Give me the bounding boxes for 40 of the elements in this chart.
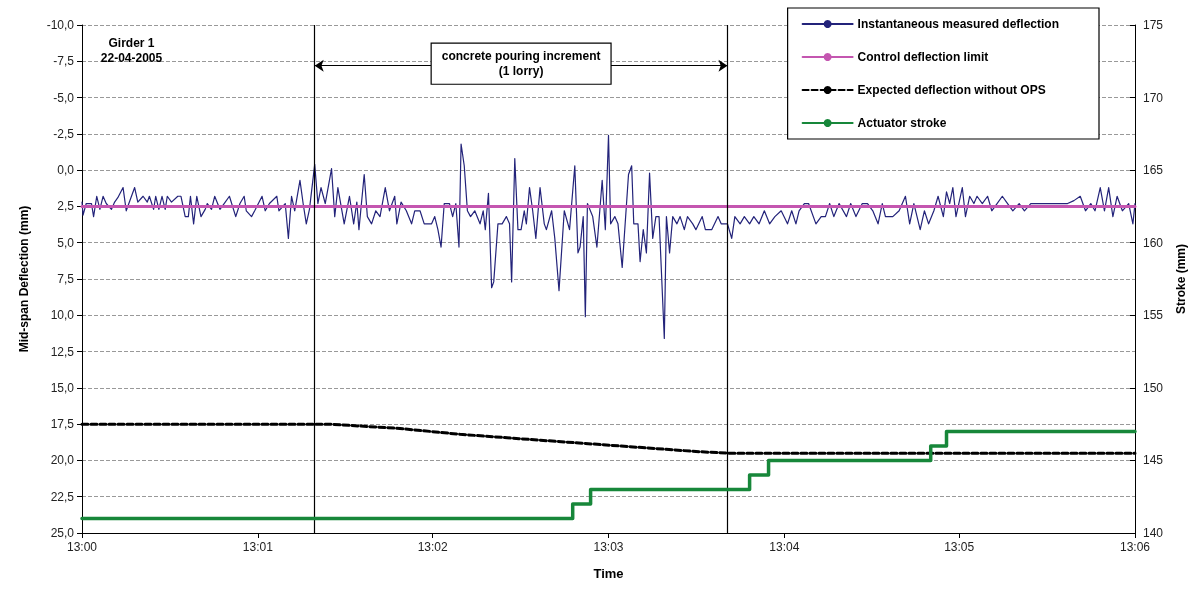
y-tick-label: 10,0 [50, 308, 75, 323]
y-tick-label: 12,5 [50, 344, 75, 359]
y-tick-label: 22,5 [50, 489, 75, 504]
y-tick-label: -7,5 [53, 54, 75, 69]
y-tick-label: 15,0 [50, 380, 75, 395]
y-tick-label: -5,0 [53, 90, 75, 105]
y2-axis-title: Stroke (mm) [1174, 243, 1188, 315]
x-tick-label: 13:01 [242, 540, 274, 554]
annotation: Girder 1 22-04-2005 [100, 35, 163, 65]
y2-tick-label: 165 [1143, 163, 1164, 178]
line-series [81, 134, 1136, 340]
legend-label: Instantaneous measured deflection [857, 17, 1060, 31]
y-tick-label: -10,0 [46, 18, 75, 32]
y-tick-label: 17,5 [50, 417, 75, 432]
legend-label: Control deflection limit [857, 50, 989, 64]
annotation: concrete pouring increment (1 lorry) [441, 49, 601, 79]
x-tick-label: 13:04 [769, 540, 800, 554]
y-tick-label: 20,0 [50, 453, 75, 468]
y-tick-label: 5,0 [57, 235, 75, 250]
y2-tick-label: 150 [1143, 380, 1164, 395]
y-tick-label: 25,0 [50, 526, 75, 540]
y2-tick-label: 175 [1143, 18, 1164, 32]
x-tick-label: 13:03 [593, 540, 624, 554]
y-tick-label: 2,5 [57, 199, 75, 214]
y2-tick-label: 160 [1143, 235, 1164, 250]
y-axis-title: Mid-span Deflection (mm) [17, 205, 31, 353]
x-tick-label: 13:00 [66, 540, 98, 554]
x-tick-label: 13:05 [944, 540, 975, 554]
y2-tick-label: 140 [1143, 526, 1164, 540]
y2-tick-label: 155 [1143, 308, 1164, 323]
y2-tick-label: 145 [1143, 453, 1164, 468]
y-tick-label: 0,0 [57, 163, 75, 178]
y2-tick-label: 170 [1143, 90, 1164, 105]
x-tick-label: 13:02 [417, 540, 448, 554]
y-tick-label: -2,5 [53, 126, 75, 141]
legend-label: Expected deflection without OPS [857, 83, 1046, 97]
x-axis-title: Time [593, 566, 624, 581]
y-tick-label: 7,5 [57, 272, 75, 286]
legend-label: Actuator stroke [857, 116, 947, 130]
x-tick-label: 13:06 [1119, 540, 1151, 554]
